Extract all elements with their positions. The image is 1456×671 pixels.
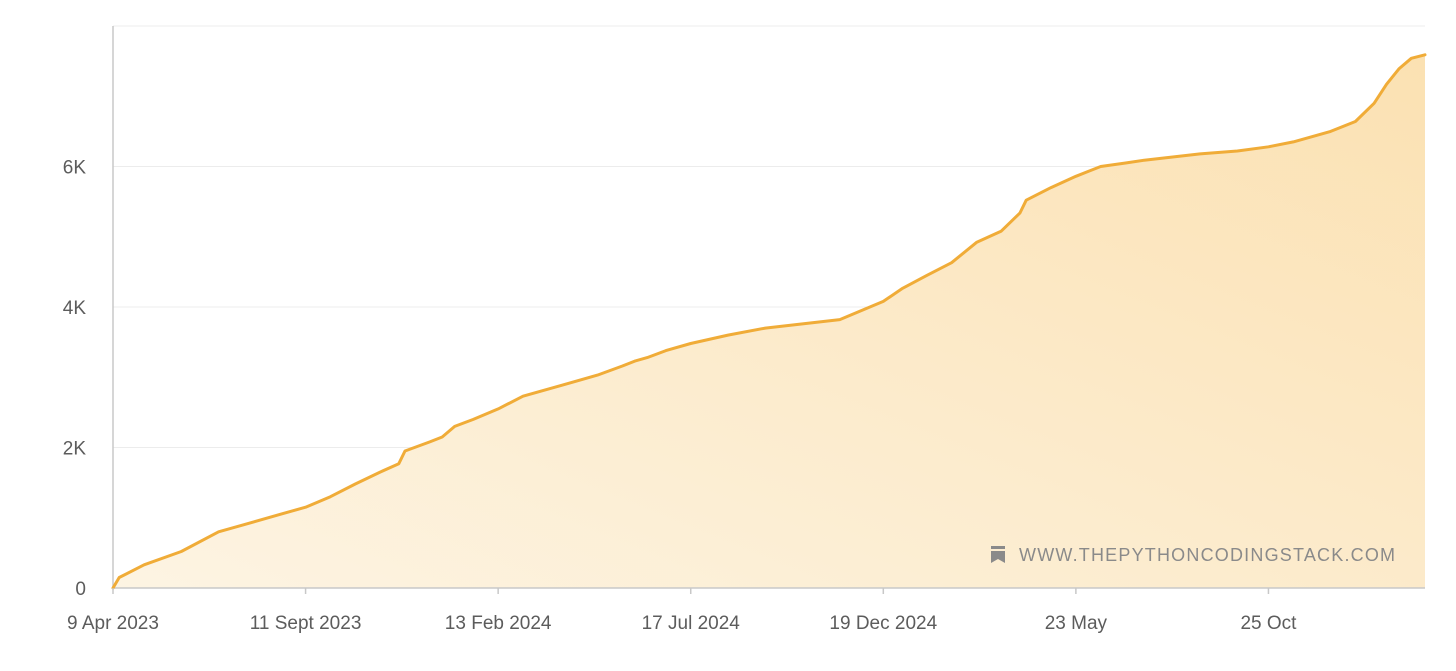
series-line-path xyxy=(111,53,1427,590)
x-tick-label: 17 Jul 2024 xyxy=(642,613,741,634)
series-line xyxy=(111,53,1427,590)
watermark: WWW.THEPYTHONCODINGSTACK.COM xyxy=(991,545,1396,565)
x-tick-label: 11 Sept 2023 xyxy=(250,613,362,634)
x-tick-label: 9 Apr 2023 xyxy=(67,613,159,634)
y-tick-label: 0 xyxy=(75,579,86,600)
x-axis-ticks: 9 Apr 2023 11 Sept 2023 13 Feb 2024 17 Jul … xyxy=(67,588,1297,634)
area-fill xyxy=(113,54,1425,589)
axes xyxy=(112,26,1425,589)
x-tick-label: 13 Feb 2024 xyxy=(445,613,552,634)
y-tick-label: 4K xyxy=(63,298,87,319)
x-tick-label: 25 Oct xyxy=(1240,613,1297,634)
y-axis-ticks: 0 2K 4K 6K xyxy=(63,158,87,601)
x-tick-label: 19 Dec 2024 xyxy=(829,613,937,634)
bookmark-icon xyxy=(991,546,1005,563)
x-tick-label: 23 May xyxy=(1045,613,1108,634)
area-fill-path xyxy=(113,54,1425,589)
y-tick-label: 6K xyxy=(63,158,87,179)
y-tick-label: 2K xyxy=(63,439,87,460)
watermark-text: WWW.THEPYTHONCODINGSTACK.COM xyxy=(1019,545,1396,565)
